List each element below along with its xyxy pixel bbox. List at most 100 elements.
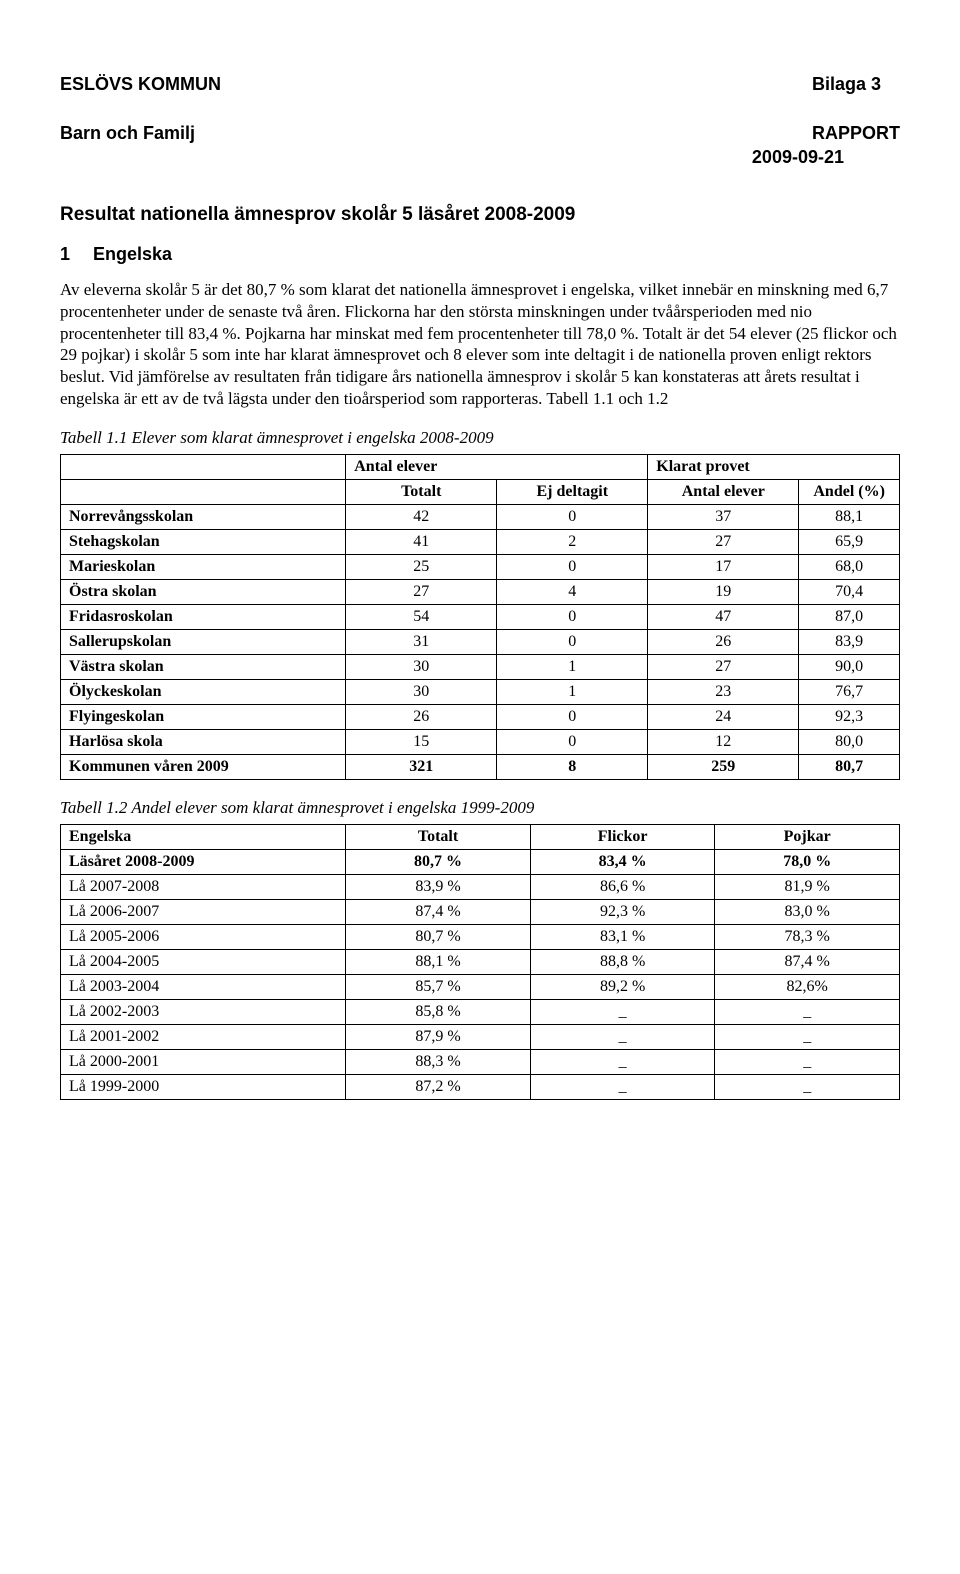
- cell-antal: 27: [648, 654, 799, 679]
- cell-ej: 8: [497, 754, 648, 779]
- cell-antal: 23: [648, 679, 799, 704]
- cell-ej: 0: [497, 504, 648, 529]
- cell-totalt: 87,9 %: [346, 1024, 531, 1049]
- section-number: 1: [60, 244, 88, 265]
- cell-totalt: 30: [346, 654, 497, 679]
- cell-antal: 26: [648, 629, 799, 654]
- cell-flickor: _: [530, 1049, 715, 1074]
- cell-andel: 70,4: [799, 579, 900, 604]
- cell-ej: 0: [497, 554, 648, 579]
- header-left: ESLÖVS KOMMUN Barn och Familj: [60, 48, 221, 145]
- table-row: Marieskolan2501768,0: [61, 554, 900, 579]
- cell-pojkar: 83,0 %: [715, 899, 900, 924]
- cell-year: Lå 2003-2004: [61, 974, 346, 999]
- table-row: Lå 2000-200188,3 %__: [61, 1049, 900, 1074]
- cell-ej: 1: [497, 654, 648, 679]
- cell-flickor: 83,1 %: [530, 924, 715, 949]
- page-title: Resultat nationella ämnesprov skolår 5 l…: [60, 204, 900, 226]
- th-ej-deltagit: Ej deltagit: [497, 479, 648, 504]
- cell-andel: 87,0: [799, 604, 900, 629]
- document-header: ESLÖVS KOMMUN Barn och Familj Bilaga 3 R…: [60, 48, 900, 145]
- table1-caption: Tabell 1.1 Elever som klarat ämnesprovet…: [60, 428, 900, 448]
- cell-school: Sallerupskolan: [61, 629, 346, 654]
- cell-pojkar: 81,9 %: [715, 874, 900, 899]
- cell-totalt: 83,9 %: [346, 874, 531, 899]
- table-row: Fridasroskolan5404787,0: [61, 604, 900, 629]
- cell-andel: 65,9: [799, 529, 900, 554]
- cell-totalt: 88,1 %: [346, 949, 531, 974]
- table-row: Sallerupskolan3102683,9: [61, 629, 900, 654]
- department: Barn och Familj: [60, 123, 195, 143]
- cell-flickor: _: [530, 999, 715, 1024]
- cell-school: Ölyckeskolan: [61, 679, 346, 704]
- section-name: Engelska: [93, 244, 172, 264]
- th-totalt: Totalt: [346, 479, 497, 504]
- org-name: ESLÖVS KOMMUN: [60, 74, 221, 94]
- cell-year: Lå 2007-2008: [61, 874, 346, 899]
- cell-totalt: 54: [346, 604, 497, 629]
- cell-year: Lå 2000-2001: [61, 1049, 346, 1074]
- cell-school: Fridasroskolan: [61, 604, 346, 629]
- cell-andel: 92,3: [799, 704, 900, 729]
- cell-year: Lå 2004-2005: [61, 949, 346, 974]
- table-row: Lå 2006-200787,4 %92,3 %83,0 %: [61, 899, 900, 924]
- cell-pojkar: 78,0 %: [715, 849, 900, 874]
- cell-totalt: 25: [346, 554, 497, 579]
- cell-school: Marieskolan: [61, 554, 346, 579]
- cell-totalt: 26: [346, 704, 497, 729]
- cell-totalt: 31: [346, 629, 497, 654]
- cell-andel: 76,7: [799, 679, 900, 704]
- cell-antal: 24: [648, 704, 799, 729]
- cell-school: Västra skolan: [61, 654, 346, 679]
- cell-pojkar: 87,4 %: [715, 949, 900, 974]
- cell-totalt: 87,2 %: [346, 1074, 531, 1099]
- cell-ej: 2: [497, 529, 648, 554]
- th-antal: Antal elever: [648, 479, 799, 504]
- cell-year: Lå 1999-2000: [61, 1074, 346, 1099]
- cell-year: Läsåret 2008-2009: [61, 849, 346, 874]
- cell-antal: 19: [648, 579, 799, 604]
- th-group-klarat: Klarat provet: [648, 454, 900, 479]
- cell-totalt: 321: [346, 754, 497, 779]
- th-pojkar: Pojkar: [715, 824, 900, 849]
- cell-year: Lå 2002-2003: [61, 999, 346, 1024]
- th-empty: [61, 454, 346, 479]
- cell-totalt: 80,7 %: [346, 849, 531, 874]
- cell-flickor: _: [530, 1024, 715, 1049]
- cell-ej: 0: [497, 629, 648, 654]
- table-row: Ölyckeskolan3012376,7: [61, 679, 900, 704]
- cell-year: Lå 2005-2006: [61, 924, 346, 949]
- table-row: Lå 2002-200385,8 %__: [61, 999, 900, 1024]
- cell-antal: 47: [648, 604, 799, 629]
- doc-type: RAPPORT: [812, 123, 900, 143]
- document-date: 2009-09-21: [60, 147, 900, 168]
- cell-school: Harlösa skola: [61, 729, 346, 754]
- table-row: Östra skolan2741970,4: [61, 579, 900, 604]
- cell-antal: 17: [648, 554, 799, 579]
- cell-ej: 4: [497, 579, 648, 604]
- th-flickor: Flickor: [530, 824, 715, 849]
- cell-andel: 88,1: [799, 504, 900, 529]
- table-row: Lå 2003-200485,7 %89,2 %82,6%: [61, 974, 900, 999]
- table-results-by-school: Antal elever Klarat provet Totalt Ej del…: [60, 454, 900, 780]
- cell-pojkar: 78,3 %: [715, 924, 900, 949]
- th-andel: Andel (%): [799, 479, 900, 504]
- cell-school: Stehagskolan: [61, 529, 346, 554]
- cell-ej: 1: [497, 679, 648, 704]
- cell-antal: 27: [648, 529, 799, 554]
- cell-totalt: 41: [346, 529, 497, 554]
- th-totalt: Totalt: [346, 824, 531, 849]
- cell-totalt: 15: [346, 729, 497, 754]
- table-row: Lå 1999-200087,2 %__: [61, 1074, 900, 1099]
- cell-antal: 37: [648, 504, 799, 529]
- header-right: Bilaga 3 RAPPORT: [812, 48, 900, 145]
- cell-school: Flyingeskolan: [61, 704, 346, 729]
- cell-andel: 83,9: [799, 629, 900, 654]
- cell-totalt: 80,7 %: [346, 924, 531, 949]
- cell-andel: 80,0: [799, 729, 900, 754]
- cell-school: Norrevångsskolan: [61, 504, 346, 529]
- cell-totalt: 87,4 %: [346, 899, 531, 924]
- cell-antal: 259: [648, 754, 799, 779]
- table-header-row: Antal elever Klarat provet: [61, 454, 900, 479]
- cell-ej: 0: [497, 604, 648, 629]
